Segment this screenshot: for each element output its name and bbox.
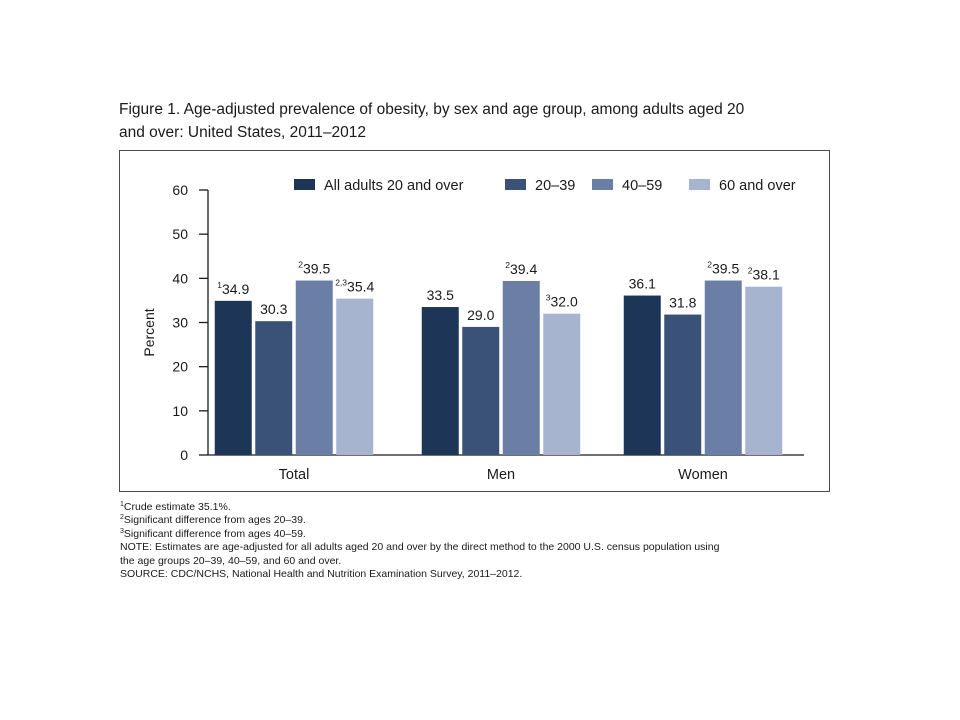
data-labels: 134.9 30.3 239.5 2,335.4 33.5 29.0 239.4 332.0 3… bbox=[217, 260, 780, 323]
bar bbox=[664, 314, 702, 455]
x-category-label: Women bbox=[678, 467, 728, 483]
bar bbox=[623, 295, 661, 455]
note-text: NOTE: Estimates are age-adjusted for all… bbox=[120, 541, 720, 554]
y-tick-label: 50 bbox=[172, 226, 188, 242]
bar bbox=[502, 280, 540, 455]
bar bbox=[462, 326, 500, 455]
bar bbox=[745, 286, 783, 455]
note-line-1: NOTE: Estimates are age-adjusted for all… bbox=[120, 541, 840, 554]
figure-title-line-2: and over: United States, 2011–2012 bbox=[119, 124, 367, 141]
bar bbox=[295, 280, 333, 455]
figure-title-line-1: Figure 1. Age-adjusted prevalence of obe… bbox=[119, 101, 745, 118]
bar-value-label: 33.5 bbox=[427, 287, 454, 303]
footnote-text: Significant difference from ages 20–39. bbox=[123, 514, 306, 527]
bar bbox=[421, 307, 459, 455]
bar-value-label: 238.1 bbox=[748, 266, 780, 283]
bar-value-label: 134.9 bbox=[217, 280, 249, 297]
bar-value-label: 36.1 bbox=[629, 276, 656, 292]
source-text: SOURCE: CDC/NCHS, National Health and Nu… bbox=[120, 568, 523, 581]
source-line: SOURCE: CDC/NCHS, National Health and Nu… bbox=[120, 568, 840, 581]
bar bbox=[214, 300, 252, 455]
y-tick-label: 0 bbox=[180, 447, 188, 463]
bar-value-label: 2,335.4 bbox=[335, 278, 374, 295]
footnote-text: Significant difference from ages 40–59. bbox=[123, 527, 306, 540]
y-tick-label: 20 bbox=[172, 359, 188, 375]
legend-label: All adults 20 and over bbox=[324, 178, 464, 194]
footnote-text: Crude estimate 35.1%. bbox=[123, 501, 231, 513]
y-axis-label: Percent bbox=[141, 308, 157, 356]
x-category-label: Total bbox=[279, 467, 310, 483]
bar-chart: 0 10 20 30 40 50 60 Percent Total Men Women 134.9 3… bbox=[141, 178, 804, 483]
legend-swatch bbox=[505, 179, 526, 190]
bar-value-label: 31.8 bbox=[669, 295, 696, 311]
legend-swatch bbox=[689, 179, 710, 190]
bar-value-label: 239.5 bbox=[298, 260, 330, 277]
figure-title: Figure 1. Age-adjusted prevalence of obe… bbox=[119, 98, 819, 144]
bar bbox=[336, 298, 374, 455]
bar-value-label: 332.0 bbox=[546, 293, 578, 310]
bar-value-label: 239.5 bbox=[707, 260, 739, 277]
chart-frame: 0 10 20 30 40 50 60 Percent Total Men Women 134.9 3… bbox=[119, 150, 830, 492]
y-tick-label: 60 bbox=[172, 182, 188, 198]
bar bbox=[704, 280, 742, 455]
footnote-3: 3Significant difference from ages 40–59. bbox=[120, 528, 840, 541]
bar bbox=[543, 313, 581, 455]
bars bbox=[214, 280, 783, 455]
footnote-marker: 3 bbox=[120, 527, 124, 535]
footnote-2: 2Significant difference from ages 20–39. bbox=[120, 514, 840, 527]
bar-value-label: 29.0 bbox=[467, 307, 494, 323]
legend-label: 40–59 bbox=[622, 178, 662, 194]
bar-value-label: 239.4 bbox=[505, 260, 537, 277]
x-category-label: Men bbox=[487, 467, 515, 483]
legend: All adults 20 and over 20–39 40–59 60 and o… bbox=[294, 178, 796, 194]
footnote-marker: 2 bbox=[120, 514, 124, 522]
legend-label: 60 and over bbox=[719, 178, 796, 194]
legend-label: 20–39 bbox=[535, 178, 575, 194]
bar-value-label: 30.3 bbox=[260, 301, 287, 317]
y-tick-label: 30 bbox=[172, 315, 188, 331]
y-tick-label: 40 bbox=[172, 270, 188, 286]
note-text: the age groups 20–39, 40–59, and 60 and … bbox=[120, 554, 342, 567]
note-line-2: the age groups 20–39, 40–59, and 60 and … bbox=[120, 555, 840, 568]
footnote-1: 1Crude estimate 35.1%. bbox=[120, 501, 840, 514]
legend-swatch bbox=[592, 179, 613, 190]
legend-swatch bbox=[294, 179, 315, 190]
bar bbox=[255, 321, 293, 455]
footnotes: 1Crude estimate 35.1%. 2Significant diff… bbox=[120, 501, 840, 581]
y-tick-label: 10 bbox=[172, 403, 188, 419]
footnote-marker: 1 bbox=[120, 501, 124, 508]
